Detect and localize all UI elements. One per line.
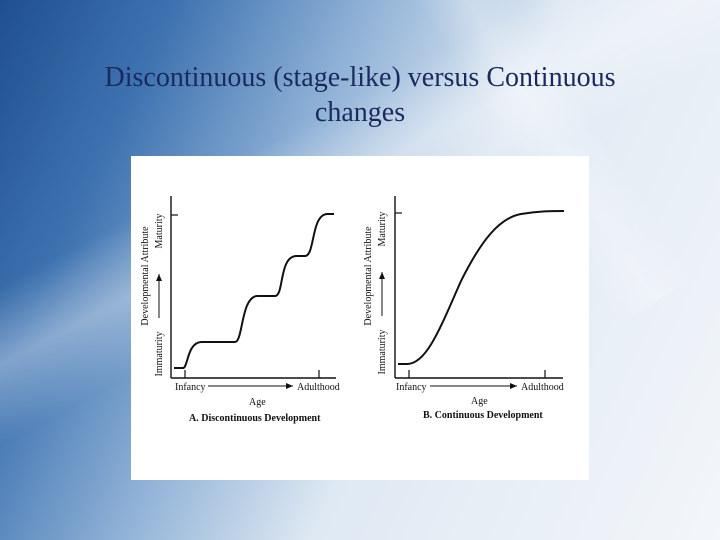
panel-a-caption: A. Discontinuous Development (189, 413, 321, 424)
panel-a-x-high-label: Adulthood (297, 382, 340, 393)
panel-a-x-low-label: Infancy (175, 382, 206, 393)
panel-a-stage-curve (174, 213, 334, 369)
panel-a-y-axis-label: Developmental Attribute (140, 226, 151, 326)
slide-title-line-2: changes (314, 97, 406, 128)
panel-b-continuous: Developmental Attribute Immaturity Matur… (363, 196, 565, 421)
panel-b-caption: B. Continuous Development (423, 410, 543, 421)
panel-a-y-low-label: Immaturity (154, 332, 165, 377)
panel-a-discontinuous: Developmental Attribute Immaturity Matur… (140, 196, 340, 424)
panel-b-y-axis-label: Developmental Attribute (363, 226, 374, 326)
slide-title-line-1: Discontinuous (stage-like) versus Contin… (104, 62, 616, 93)
panel-a-y-high-label: Maturity (154, 214, 165, 249)
panel-b-y-high-label: Maturity (377, 212, 388, 247)
panel-b-y-low-label: Immaturity (377, 330, 388, 375)
panel-b-continuous-curve (398, 210, 565, 365)
panel-b-x-axis-label: Age (471, 396, 488, 407)
slide-title: Discontinuous (stage-like) versus Contin… (60, 60, 660, 130)
panel-a-x-axis-label: Age (249, 397, 266, 408)
panel-b-x-low-label: Infancy (396, 382, 427, 393)
development-figure: Developmental Attribute Immaturity Matur… (131, 156, 589, 480)
panel-b-x-high-label: Adulthood (521, 382, 564, 393)
